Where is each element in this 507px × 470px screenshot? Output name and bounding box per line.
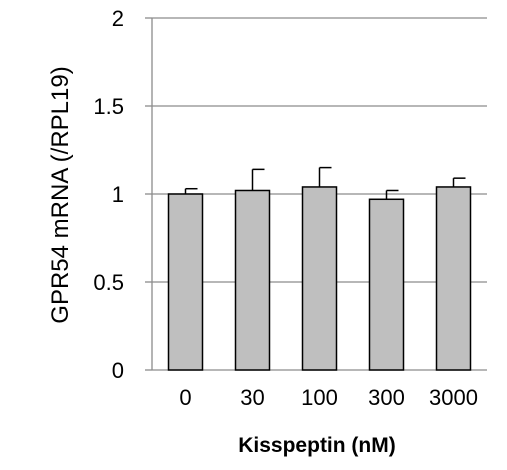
x-tick-label: 0 bbox=[179, 385, 191, 410]
x-tick-label: 3000 bbox=[429, 385, 478, 410]
y-tick-label: 0 bbox=[112, 358, 124, 383]
x-tick-label: 30 bbox=[240, 385, 264, 410]
bars bbox=[167, 186, 472, 371]
x-tick-label: 300 bbox=[368, 385, 405, 410]
bar bbox=[167, 193, 204, 371]
bar bbox=[368, 198, 405, 371]
y-axis-title: GPR54 mRNA (/RPL19) bbox=[47, 66, 74, 323]
error-bars bbox=[184, 166, 466, 200]
x-axis-title: Kisspeptin (nM) bbox=[238, 434, 396, 457]
x-tick-label: 100 bbox=[301, 385, 338, 410]
bar bbox=[234, 189, 271, 371]
x-tick-labels: 0 30 100 300 3000 bbox=[179, 385, 478, 410]
bar bbox=[301, 186, 338, 371]
y-tick-label: 2 bbox=[112, 6, 124, 31]
y-tick-label: 1 bbox=[112, 182, 124, 207]
y-tick-labels: 0 0.5 1 1.5 2 bbox=[93, 6, 124, 383]
bar bbox=[435, 186, 472, 371]
y-tick-label: 1.5 bbox=[93, 94, 124, 119]
y-tick-label: 0.5 bbox=[93, 270, 124, 295]
